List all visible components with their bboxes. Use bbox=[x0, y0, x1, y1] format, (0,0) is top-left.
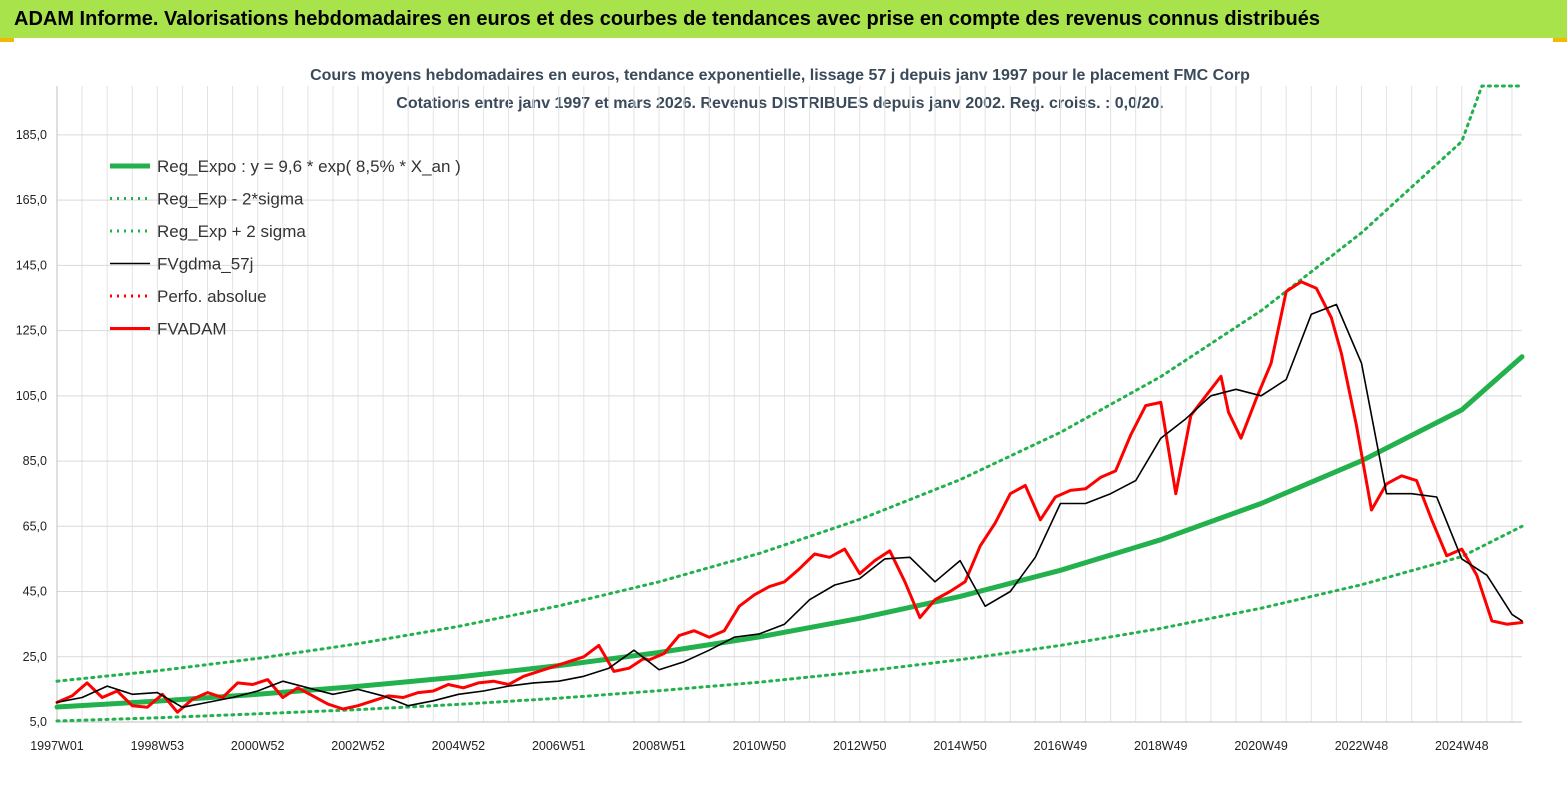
y-tick-label: 25,0 bbox=[23, 650, 47, 664]
banner-corner-left bbox=[0, 38, 14, 42]
legend: Reg_Expo : y = 9,6 * exp( 8,5% * X_an ) R… bbox=[110, 157, 461, 339]
x-tick-label: 2024W48 bbox=[1435, 739, 1489, 753]
legend-label: Reg_Exp - 2*sigma bbox=[157, 190, 304, 209]
x-axis-ticks: 1997W01 1998W53 2000W52 2002W52 2004W52 2006W… bbox=[30, 739, 1488, 753]
x-tick-label: 2022W48 bbox=[1335, 739, 1389, 753]
gridlines bbox=[56, 86, 1522, 723]
series-line-5 bbox=[55, 280, 1524, 714]
y-tick-label: 105,0 bbox=[16, 389, 47, 403]
legend-label: Perfo. absolue bbox=[157, 287, 267, 306]
chart-subtitle: Cotations entre janv 1997 et mars 2026. … bbox=[396, 95, 1163, 112]
legend-label: Reg_Exp + 2 sigma bbox=[157, 222, 306, 241]
y-tick-label: 165,0 bbox=[16, 193, 47, 207]
y-tick-label: 5,0 bbox=[30, 715, 47, 729]
x-tick-label: 2018W49 bbox=[1134, 739, 1188, 753]
y-tick-label: 145,0 bbox=[16, 258, 47, 272]
y-tick-label: 185,0 bbox=[16, 128, 47, 142]
y-tick-label: 65,0 bbox=[23, 519, 47, 533]
x-tick-label: 2010W50 bbox=[733, 739, 787, 753]
y-tick-label: 45,0 bbox=[23, 585, 47, 599]
chart-svg: Cours moyens hebdomadaires en euros, ten… bbox=[0, 42, 1567, 783]
x-tick-label: 1997W01 bbox=[30, 739, 84, 753]
series-lines bbox=[54, 84, 1525, 723]
x-tick-label: 2012W50 bbox=[833, 739, 887, 753]
x-tick-label: 2020W49 bbox=[1234, 739, 1288, 753]
x-tick-label: 1998W53 bbox=[131, 739, 185, 753]
series-line-1 bbox=[55, 524, 1524, 723]
chart-background bbox=[0, 42, 1567, 783]
chart-title: Cours moyens hebdomadaires en euros, ten… bbox=[310, 67, 1250, 84]
x-tick-label: 2004W52 bbox=[432, 739, 486, 753]
y-tick-label: 85,0 bbox=[23, 454, 47, 468]
series-line-3 bbox=[56, 303, 1523, 709]
chart-area: Cours moyens hebdomadaires en euros, ten… bbox=[0, 42, 1567, 783]
x-tick-label: 2006W51 bbox=[532, 739, 586, 753]
y-tick-label: 125,0 bbox=[16, 324, 47, 338]
x-tick-label: 2016W49 bbox=[1034, 739, 1088, 753]
y-axis-ticks: 5,0 25,0 45,0 65,0 85,0 105,0 125,0 145,0 165,0 1… bbox=[16, 128, 47, 729]
x-tick-label: 2008W51 bbox=[632, 739, 686, 753]
x-tick-label: 2002W52 bbox=[331, 739, 385, 753]
legend-label: FVgdma_57j bbox=[157, 255, 253, 274]
report-banner: ADAM Informe. Valorisations hebdomadaire… bbox=[0, 0, 1567, 38]
series-line-0 bbox=[54, 354, 1525, 710]
x-tick-label: 2014W50 bbox=[933, 739, 987, 753]
x-tick-label: 2000W52 bbox=[231, 739, 285, 753]
series-line-2 bbox=[55, 84, 1524, 683]
legend-label: FVADAM bbox=[157, 320, 227, 339]
legend-label: Reg_Expo : y = 9,6 * exp( 8,5% * X_an ) bbox=[157, 157, 461, 176]
banner-corner-right bbox=[1553, 38, 1567, 42]
